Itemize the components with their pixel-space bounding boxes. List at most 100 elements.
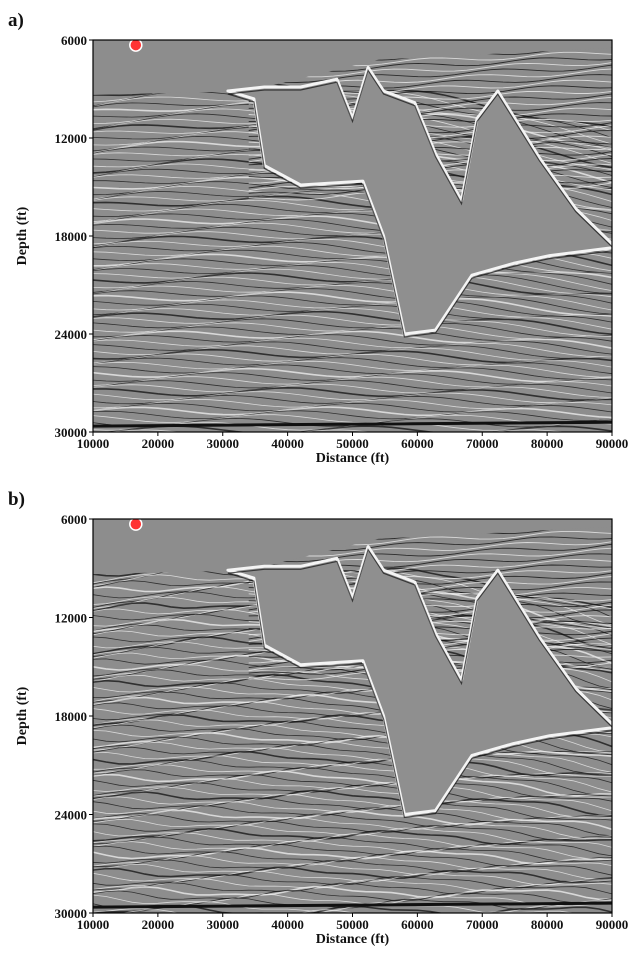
water	[93, 519, 612, 575]
reflector	[93, 99, 612, 148]
reflector	[93, 337, 612, 358]
reflector	[93, 391, 612, 404]
reflector	[93, 281, 612, 304]
panel: 10000 20000 30000 40000 50000 60000 70000 80000…	[8, 10, 628, 466]
x-tick-label: 30000	[207, 436, 240, 451]
reflector	[93, 353, 612, 368]
reflector	[93, 574, 612, 626]
reflector	[93, 836, 612, 857]
reflector	[93, 258, 612, 285]
y-axis-label: Depth (ft)	[15, 686, 30, 745]
seismic-image	[93, 40, 612, 432]
reflector	[93, 724, 612, 754]
reflector	[93, 736, 612, 766]
reflector	[93, 743, 612, 774]
x-tick-label: 50000	[336, 436, 369, 451]
salt-body	[226, 65, 612, 336]
x-tick-label: 10000	[77, 917, 110, 932]
reflector	[93, 789, 612, 816]
reflector	[93, 889, 612, 904]
reflector	[93, 402, 612, 413]
reflector	[93, 839, 612, 859]
reflector	[93, 832, 612, 848]
base-reflector	[93, 901, 612, 909]
reflector	[93, 755, 612, 778]
reflector	[93, 245, 612, 274]
panel-label: b)	[8, 489, 25, 510]
y-tick-label: 24000	[55, 808, 88, 823]
y-axis-label: Depth (ft)	[15, 206, 30, 265]
reflector	[93, 851, 612, 867]
reflector	[106, 429, 566, 432]
reflector	[248, 64, 612, 83]
salt-edge	[227, 548, 612, 819]
y-tick-label: 12000	[55, 611, 88, 626]
reflector	[93, 855, 612, 870]
panel: 10000 20000 30000 40000 50000 60000 70000 80000…	[8, 489, 628, 947]
reflector	[93, 364, 612, 380]
reflector	[93, 261, 612, 291]
reflector	[93, 793, 612, 818]
y-tick-label: 6000	[61, 512, 87, 527]
reflector	[93, 334, 612, 355]
x-tick-label: 60000	[401, 917, 434, 932]
reflector	[93, 577, 612, 627]
y-tick-label: 24000	[55, 327, 88, 342]
x-tick-label: 30000	[207, 917, 240, 932]
reflector	[93, 310, 612, 335]
reflector	[93, 763, 612, 793]
reflector	[93, 782, 612, 802]
reflector	[93, 786, 612, 812]
y-tick-label: 12000	[55, 131, 88, 146]
reflector	[93, 882, 612, 895]
reflector	[93, 760, 612, 784]
panel-label: a)	[8, 10, 24, 31]
reflector	[93, 406, 612, 419]
x-tick-label: 50000	[336, 917, 369, 932]
reflector	[93, 859, 612, 876]
reflector	[93, 813, 612, 837]
source-icon	[129, 40, 143, 52]
reflector	[93, 318, 612, 338]
reflector	[93, 330, 612, 349]
reflector	[248, 62, 612, 78]
reflector	[93, 870, 612, 886]
reflector	[93, 386, 612, 401]
reflector	[93, 878, 612, 892]
source-icon	[129, 519, 143, 531]
x-tick-label: 80000	[531, 436, 564, 451]
reflector	[93, 797, 612, 819]
x-tick-label: 90000	[596, 436, 629, 451]
reflector	[93, 265, 612, 294]
x-tick-label: 10000	[77, 436, 110, 451]
reflector	[93, 866, 612, 883]
reflector	[93, 268, 612, 295]
x-tick-label: 20000	[142, 436, 175, 451]
reflector	[248, 543, 612, 563]
reflector	[93, 843, 612, 862]
reflector	[93, 572, 612, 626]
reflector	[93, 885, 612, 901]
reflector	[248, 541, 612, 557]
reflector	[93, 410, 612, 422]
x-tick-label: 70000	[466, 917, 499, 932]
reflector	[93, 288, 612, 315]
reflector	[93, 360, 612, 378]
reflector	[93, 314, 612, 337]
reflector	[93, 740, 612, 773]
reflector	[93, 383, 612, 398]
salt-edge	[227, 69, 612, 338]
y-tick-label: 6000	[61, 33, 87, 48]
reflector	[93, 820, 612, 841]
water	[93, 40, 612, 95]
reflector	[93, 380, 612, 394]
reflector	[93, 846, 612, 865]
x-tick-label: 40000	[271, 917, 304, 932]
reflector	[93, 747, 612, 775]
x-tick-label: 40000	[271, 436, 304, 451]
reflector	[93, 96, 612, 148]
reflector	[93, 341, 612, 359]
y-tick-label: 30000	[55, 425, 88, 440]
reflector	[93, 816, 612, 839]
